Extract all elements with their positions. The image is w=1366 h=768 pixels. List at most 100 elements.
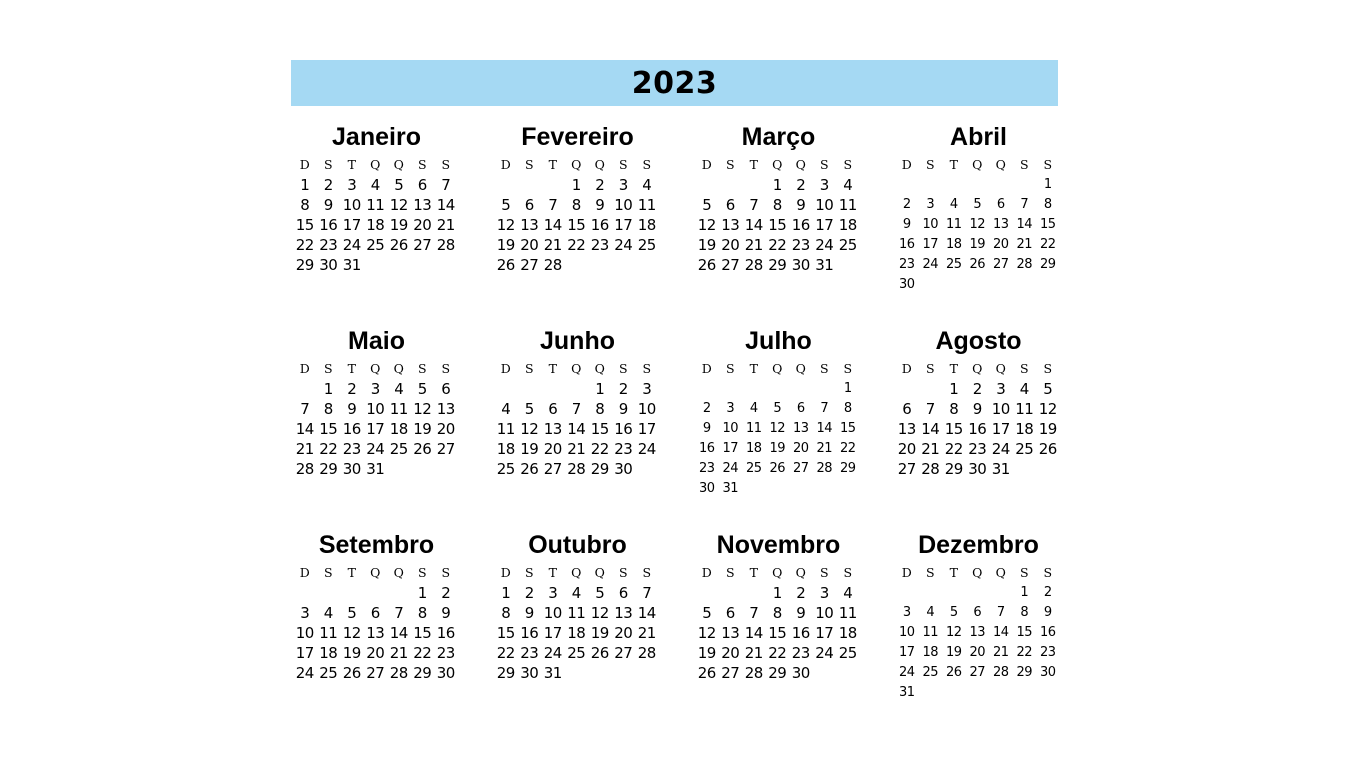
day-cell: 9	[1043, 605, 1052, 620]
weekday-label: S	[441, 565, 451, 580]
day-grid: 1 2 3 4 5 6 7 8 9 10 11 12 13 14 15 16 17 18 19 20 21 22 23 24 2…	[695, 175, 862, 275]
weekday-label: S	[925, 565, 935, 580]
day-cell: 28	[436, 236, 456, 254]
day-cell: 28	[567, 460, 586, 478]
weekday-label: T	[548, 361, 557, 376]
day-cell: 4	[926, 605, 935, 620]
day-cell: 14	[543, 216, 563, 234]
day-cell: 10	[815, 196, 834, 214]
day-cell: 18	[922, 645, 939, 660]
day-cell: 29	[590, 460, 610, 478]
day-cell: 26	[1038, 440, 1058, 458]
day-cell: 4	[949, 197, 958, 212]
day-cell: 17	[991, 420, 1011, 438]
day-cell: 12	[1038, 400, 1058, 418]
empty-cell	[719, 175, 743, 195]
weekday-label: T	[347, 565, 356, 580]
empty-cell	[966, 175, 990, 195]
day-cell: 7	[571, 400, 582, 418]
day-cell: 11	[496, 420, 516, 438]
day-cell: 16	[436, 624, 456, 642]
day-cell: 16	[698, 441, 715, 456]
day-cell: 30	[520, 664, 539, 682]
month-12: Dezembro D S T Q Q S S 1 2 3 4 5 6 7 8 9 10 11 12 13 14 15 16 17…	[895, 528, 1062, 703]
weekday-label: S	[1043, 565, 1053, 580]
weekday-label: Q	[594, 565, 605, 580]
day-cell: 11	[745, 421, 762, 436]
weekday-label: S	[725, 157, 735, 172]
day-cell: 8	[772, 196, 783, 214]
day-cell: 23	[968, 440, 987, 458]
day-cell: 20	[792, 441, 809, 456]
day-cell: 6	[725, 196, 736, 214]
empty-cell	[719, 583, 743, 603]
day-cell: 7	[820, 401, 829, 416]
day-cell: 12	[590, 604, 610, 622]
day-cell: 20	[543, 440, 563, 458]
day-cell: 24	[898, 665, 915, 680]
empty-cell	[695, 583, 719, 603]
day-cell: 24	[815, 644, 834, 662]
day-cell: 7	[441, 176, 451, 194]
day-grid: 1 2 3 4 5 6 7 8 9 10 11 12 13 14 15 16 17 18 19 20 21 22 23 24 2…	[695, 379, 862, 499]
day-cell: 12	[413, 400, 432, 418]
weekday-label: T	[347, 361, 356, 376]
empty-cell	[518, 175, 542, 195]
day-cell: 18	[637, 216, 657, 234]
day-cell: 23	[791, 236, 811, 254]
weekday-label: S	[819, 565, 829, 580]
weekday-label: S	[441, 157, 451, 172]
weekday-label: D	[901, 157, 912, 172]
month-7: Julho D S T Q Q S S 1 2 3 4 5 6 7 8 9 10 11 12 13 14 15 16 17 18 1…	[695, 324, 862, 499]
day-cell: 29	[413, 664, 432, 682]
weekday-label: Q	[795, 361, 806, 376]
day-cell: 25	[838, 644, 858, 662]
day-cell: 25	[366, 236, 385, 254]
day-cell: 7	[394, 604, 404, 622]
day-grid: 1 2 3 4 5 6 7 8 9 10 11 12 13 14 15 16 17 18 19 20 21 22 23 24 2…	[695, 583, 862, 683]
day-cell: 9	[618, 400, 629, 418]
day-cell: 25	[567, 644, 586, 662]
weekday-label: S	[725, 565, 735, 580]
empty-cell	[494, 379, 518, 399]
day-cell: 28	[389, 664, 409, 682]
day-cell: 15	[319, 420, 338, 438]
day-cell: 24	[366, 440, 385, 458]
empty-cell	[813, 379, 837, 399]
day-cell: 3	[618, 176, 629, 194]
day-cell: 6	[796, 401, 805, 416]
month-2: Fevereiro D S T Q Q S S 1 2 3 4 5 6 7 8 9 10 11 12 13 14 15 16 1…	[494, 120, 661, 275]
day-cell: 22	[319, 440, 338, 458]
day-cell: 17	[922, 237, 939, 252]
day-cell: 14	[567, 420, 586, 438]
empty-cell	[695, 175, 719, 195]
day-cell: 12	[697, 624, 717, 642]
weekday-label: S	[1019, 565, 1029, 580]
weekday-label: T	[949, 565, 958, 580]
day-cell: 21	[567, 440, 586, 458]
day-cell: 15	[413, 624, 432, 642]
empty-cell	[766, 379, 790, 399]
day-cell: 16	[520, 624, 539, 642]
empty-cell	[919, 379, 943, 399]
weekday-label: S	[642, 565, 652, 580]
weekday-label: Q	[370, 157, 381, 172]
month-name: Maio	[348, 327, 405, 355]
day-cell: 9	[595, 196, 605, 214]
day-cell: 15	[295, 216, 315, 234]
day-cell: 1	[1020, 585, 1029, 600]
day-cell: 21	[744, 236, 764, 254]
day-cell: 4	[394, 380, 404, 398]
month-name: Junho	[540, 327, 615, 355]
weekday-label: S	[642, 157, 652, 172]
weekday-label: S	[417, 565, 427, 580]
day-grid: 1 2 3 4 5 6 7 8 9 10 11 12 13 14 15 16 17 18 19 20 21 22 23 24 2…	[895, 379, 1062, 479]
weekday-label: Q	[972, 361, 983, 376]
day-cell: 17	[722, 441, 739, 456]
day-cell: 31	[342, 256, 362, 274]
day-grid: 1 2 3 4 5 6 7 8 9 10 11 12 13 14 15 16 17 18 19 20 21 22 23 24 2…	[494, 175, 661, 275]
day-cell: 2	[441, 584, 451, 602]
